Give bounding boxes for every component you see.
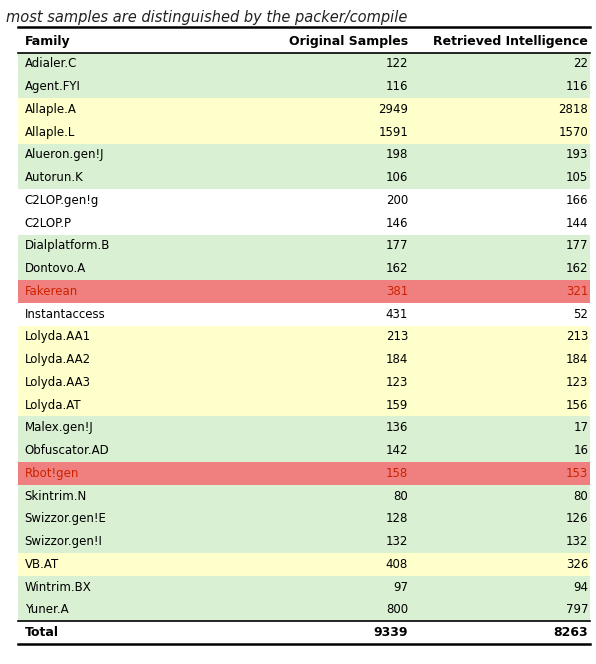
Text: Total: Total (25, 626, 59, 639)
Text: Malex.gen!J: Malex.gen!J (25, 422, 94, 434)
Text: 132: 132 (386, 535, 408, 548)
Text: Lolyda.AA2: Lolyda.AA2 (25, 353, 91, 366)
Text: Agent.FYI: Agent.FYI (25, 80, 80, 93)
Text: 800: 800 (386, 604, 408, 616)
Text: 166: 166 (566, 194, 588, 207)
Text: 184: 184 (386, 353, 408, 366)
Text: 431: 431 (386, 307, 408, 321)
Text: most samples are distinguished by the packer/compile: most samples are distinguished by the pa… (6, 10, 407, 25)
Text: Wintrim.BX: Wintrim.BX (25, 580, 92, 594)
Text: 128: 128 (386, 513, 408, 525)
Text: 142: 142 (386, 444, 408, 457)
Text: 97: 97 (393, 580, 408, 594)
Text: Instantaccess: Instantaccess (25, 307, 105, 321)
Text: 22: 22 (573, 58, 588, 70)
Text: Yuner.A: Yuner.A (25, 604, 69, 616)
Text: 126: 126 (566, 513, 588, 525)
Text: 123: 123 (566, 376, 588, 389)
Text: 184: 184 (566, 353, 588, 366)
Text: 200: 200 (386, 194, 408, 207)
Text: Swizzor.gen!E: Swizzor.gen!E (25, 513, 107, 525)
Text: 106: 106 (386, 171, 408, 184)
Text: Skintrim.N: Skintrim.N (25, 489, 87, 503)
Text: Original Samples: Original Samples (289, 35, 408, 48)
Text: 193: 193 (566, 149, 588, 161)
Text: 132: 132 (566, 535, 588, 548)
Text: 116: 116 (566, 80, 588, 93)
Text: Dialplatform.B: Dialplatform.B (25, 240, 110, 252)
Text: Obfuscator.AD: Obfuscator.AD (25, 444, 110, 457)
Text: 177: 177 (386, 240, 408, 252)
Text: 105: 105 (566, 171, 588, 184)
Text: Adialer.C: Adialer.C (25, 58, 77, 70)
Text: 94: 94 (573, 580, 588, 594)
Text: 162: 162 (386, 262, 408, 275)
Text: Lolyda.AA3: Lolyda.AA3 (25, 376, 91, 389)
Text: 116: 116 (386, 80, 408, 93)
Text: 2949: 2949 (378, 103, 408, 116)
Text: Alueron.gen!J: Alueron.gen!J (25, 149, 104, 161)
Text: VB.AT: VB.AT (25, 558, 59, 571)
Text: Dontovo.A: Dontovo.A (25, 262, 86, 275)
Text: 153: 153 (566, 467, 588, 480)
Text: 52: 52 (573, 307, 588, 321)
Text: 213: 213 (566, 331, 588, 343)
Text: 156: 156 (566, 398, 588, 412)
Text: 146: 146 (386, 216, 408, 230)
Text: 408: 408 (386, 558, 408, 571)
Text: 198: 198 (386, 149, 408, 161)
Text: 321: 321 (566, 285, 588, 298)
Text: 80: 80 (393, 489, 408, 503)
Text: 1591: 1591 (378, 125, 408, 139)
Text: C2LOP.gen!g: C2LOP.gen!g (25, 194, 99, 207)
Text: 9339: 9339 (374, 626, 408, 639)
Text: Allaple.L: Allaple.L (25, 125, 75, 139)
Text: C2LOP.P: C2LOP.P (25, 216, 72, 230)
Text: 213: 213 (386, 331, 408, 343)
Text: 797: 797 (566, 604, 588, 616)
Text: Autorun.K: Autorun.K (25, 171, 83, 184)
Text: Retrieved Intelligence: Retrieved Intelligence (433, 35, 588, 48)
Text: Allaple.A: Allaple.A (25, 103, 77, 116)
Text: 136: 136 (386, 422, 408, 434)
Text: 80: 80 (573, 489, 588, 503)
Text: Rbot!gen: Rbot!gen (25, 467, 79, 480)
Text: 122: 122 (386, 58, 408, 70)
Text: 8263: 8263 (554, 626, 588, 639)
Text: Lolyda.AT: Lolyda.AT (25, 398, 82, 412)
Text: 2818: 2818 (558, 103, 588, 116)
Text: 144: 144 (566, 216, 588, 230)
Text: 16: 16 (573, 444, 588, 457)
Text: 159: 159 (386, 398, 408, 412)
Text: 158: 158 (386, 467, 408, 480)
Text: 177: 177 (566, 240, 588, 252)
Text: 123: 123 (386, 376, 408, 389)
Text: 381: 381 (386, 285, 408, 298)
Text: 17: 17 (573, 422, 588, 434)
Text: Lolyda.AA1: Lolyda.AA1 (25, 331, 91, 343)
Text: 1570: 1570 (558, 125, 588, 139)
Text: 162: 162 (566, 262, 588, 275)
Text: Fakerean: Fakerean (25, 285, 78, 298)
Text: Family: Family (25, 35, 70, 48)
Text: 326: 326 (566, 558, 588, 571)
Text: Swizzor.gen!I: Swizzor.gen!I (25, 535, 103, 548)
